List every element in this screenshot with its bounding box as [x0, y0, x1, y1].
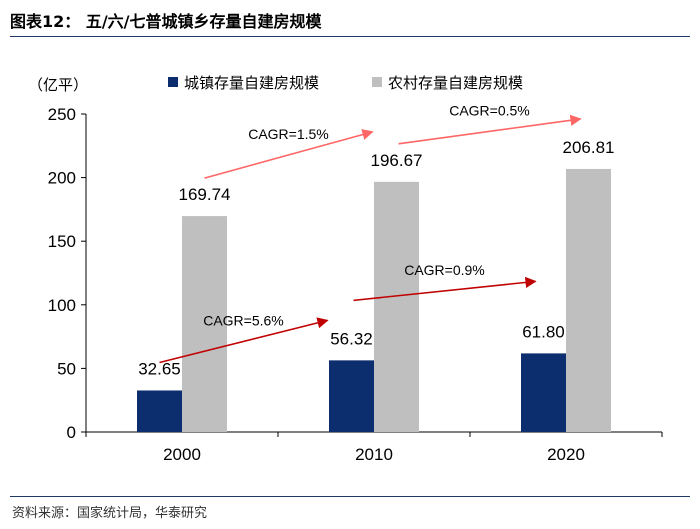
legend-swatch-rural: [372, 77, 382, 87]
cagr-label: CAGR=5.6%: [203, 312, 284, 328]
legend-swatch-urban: [168, 77, 178, 87]
y-axis: 0 50 100 150 200 250: [48, 105, 87, 442]
cagr-arrow: [204, 129, 374, 179]
y-tick-label: 250: [48, 105, 76, 124]
data-label: 196.67: [371, 151, 423, 170]
x-axis: 2000 2010 2020: [85, 431, 663, 464]
data-label: 32.65: [138, 359, 181, 378]
legend-label-rural: 农村存量自建房规模: [388, 75, 523, 92]
x-tick-label: 2020: [547, 445, 585, 464]
data-labels: 32.65 56.32 61.80 169.74 196.67 206.81: [138, 138, 614, 379]
x-tick-label: 2010: [355, 445, 393, 464]
bar-rural: [566, 168, 611, 432]
bar-rural: [182, 216, 227, 432]
footer-rule: [10, 496, 690, 497]
source-note: 资料来源：国家统计局，华泰研究: [12, 506, 208, 521]
y-tick-label: 50: [57, 359, 76, 378]
bar-urban: [137, 390, 182, 432]
legend: 城镇存量自建房规模 农村存量自建房规模: [168, 75, 523, 92]
bar-urban: [329, 360, 374, 432]
cagr-arrow: [353, 276, 537, 302]
y-tick-label: 150: [48, 232, 76, 251]
data-label: 206.81: [563, 138, 615, 157]
cagr-annotations: CAGR=1.5% CAGR=0.5% CAGR=5.6% CAGR=0.9%: [159, 102, 582, 364]
y-tick-label: 200: [48, 169, 76, 188]
figure-title: 图表12： 五/六/七普城镇乡存量自建房规模: [10, 12, 322, 31]
bars: [137, 168, 611, 432]
bar-urban: [521, 353, 566, 432]
title-rule: [10, 36, 690, 37]
y-tick-label: 100: [48, 296, 76, 315]
bar-rural: [374, 181, 419, 432]
data-label: 169.74: [179, 185, 231, 204]
data-label: 61.80: [522, 322, 565, 341]
cagr-label: CAGR=0.5%: [449, 102, 530, 118]
y-axis-label: （亿平）: [28, 77, 88, 94]
cagr-label: CAGR=0.9%: [404, 262, 485, 278]
cagr-arrow: [398, 114, 582, 145]
data-label: 56.32: [330, 329, 373, 348]
cagr-label: CAGR=1.5%: [248, 126, 329, 142]
x-tick-label: 2000: [163, 445, 201, 464]
y-tick-label: 0: [67, 423, 76, 442]
cagr-arrow: [159, 317, 329, 364]
legend-label-urban: 城镇存量自建房规模: [184, 75, 319, 92]
